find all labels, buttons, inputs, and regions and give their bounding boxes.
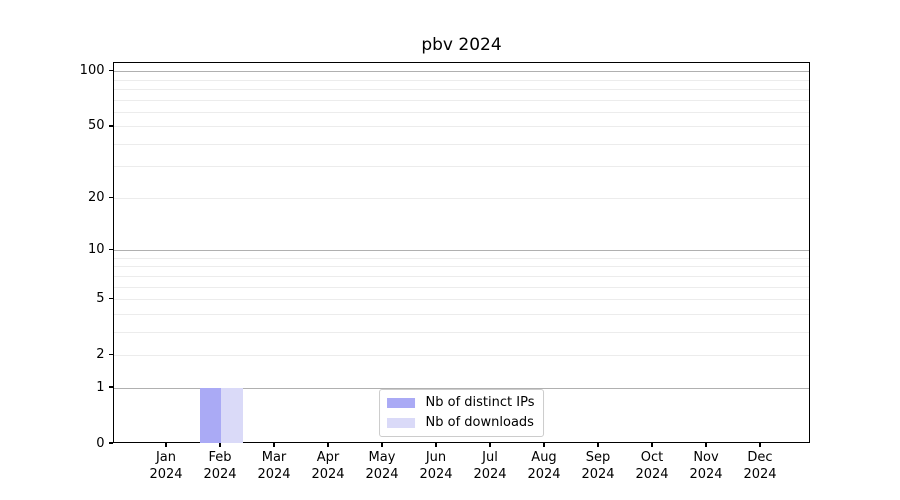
y-gridline-30 — [114, 166, 809, 168]
y-tick-label-0: 0 — [96, 435, 105, 451]
y-gridline-100 — [114, 71, 809, 73]
y-tick-label-2: 2 — [96, 346, 105, 362]
x-tick-sep — [597, 443, 599, 447]
y-tick-label-5: 5 — [96, 290, 105, 306]
y-tick-50 — [108, 125, 113, 127]
x-tick-dec — [759, 443, 761, 447]
y-tick-label-10: 10 — [87, 242, 105, 258]
legend-entry-2: Nb of downloads — [386, 415, 535, 431]
y-gridline-90 — [114, 79, 809, 81]
x-tick-oct — [651, 443, 653, 447]
y-gridline-3 — [114, 331, 809, 333]
y-tick-label-20: 20 — [87, 189, 105, 205]
y-gridline-2 — [114, 354, 809, 356]
x-tick-label-aug: Aug 2024 — [527, 450, 561, 482]
x-tick-mar — [273, 443, 275, 447]
y-gridline-20 — [114, 197, 809, 199]
x-tick-label-apr: Apr 2024 — [311, 450, 345, 482]
bar-feb-series2 — [221, 388, 243, 443]
x-tick-label-feb: Feb 2024 — [203, 450, 237, 482]
x-tick-label-mar: Mar 2024 — [257, 450, 291, 482]
y-gridline-4 — [114, 313, 809, 315]
x-tick-may — [381, 443, 383, 447]
y-gridline-60 — [114, 111, 809, 113]
legend: Nb of distinct IPs Nb of downloads — [378, 389, 545, 437]
y-tick-label-50: 50 — [87, 118, 105, 134]
x-tick-jul — [489, 443, 491, 447]
x-tick-label-may: May 2024 — [365, 450, 399, 482]
y-tick-20 — [108, 196, 113, 199]
legend-label: Nb of distinct IPs — [425, 395, 535, 410]
x-tick-label-dec: Dec 2024 — [743, 450, 777, 482]
y-tick-1 — [108, 386, 113, 388]
y-gridline-7 — [114, 275, 809, 277]
bar-feb-series1 — [199, 388, 221, 443]
legend-swatch-icon — [386, 398, 415, 408]
x-tick-label-sep: Sep 2024 — [581, 450, 615, 482]
y-gridline-80 — [114, 89, 809, 90]
y-gridline-70 — [114, 99, 809, 101]
x-tick-jan — [165, 443, 167, 447]
y-tick-100 — [108, 69, 113, 72]
x-tick-label-nov: Nov 2024 — [689, 450, 723, 482]
y-gridline-1 — [114, 387, 809, 389]
x-tick-label-oct: Oct 2024 — [635, 450, 669, 482]
y-gridline-9 — [114, 257, 809, 259]
y-tick-10 — [108, 248, 113, 251]
legend-entry-1: Nb of distinct IPs — [386, 395, 535, 411]
legend-swatch-icon — [386, 418, 415, 428]
legend-label: Nb of downloads — [425, 415, 534, 430]
x-tick-label-jun: Jun 2024 — [419, 450, 453, 482]
x-tick-jun — [435, 443, 437, 447]
x-tick-feb — [219, 443, 221, 447]
y-gridline-5 — [114, 298, 809, 300]
y-tick-2 — [108, 353, 113, 356]
y-tick-label-1: 1 — [96, 379, 105, 395]
y-tick-label-100: 100 — [79, 63, 105, 79]
plot-area: Nb of distinct IPs Nb of downloads — [113, 62, 810, 443]
x-tick-nov — [705, 443, 707, 447]
x-tick-apr — [327, 443, 329, 447]
y-gridline-40 — [114, 143, 809, 145]
y-gridline-50 — [114, 126, 809, 128]
y-tick-0 — [108, 442, 113, 444]
y-gridline-8 — [114, 266, 809, 268]
x-tick-label-jul: Jul 2024 — [473, 450, 507, 482]
x-tick-label-jan: Jan 2024 — [149, 450, 183, 482]
y-gridline-10 — [114, 250, 809, 252]
y-gridline-6 — [114, 286, 809, 288]
x-tick-aug — [543, 443, 545, 447]
chart-title: pbv 2024 — [421, 35, 502, 55]
y-tick-5 — [108, 297, 113, 300]
